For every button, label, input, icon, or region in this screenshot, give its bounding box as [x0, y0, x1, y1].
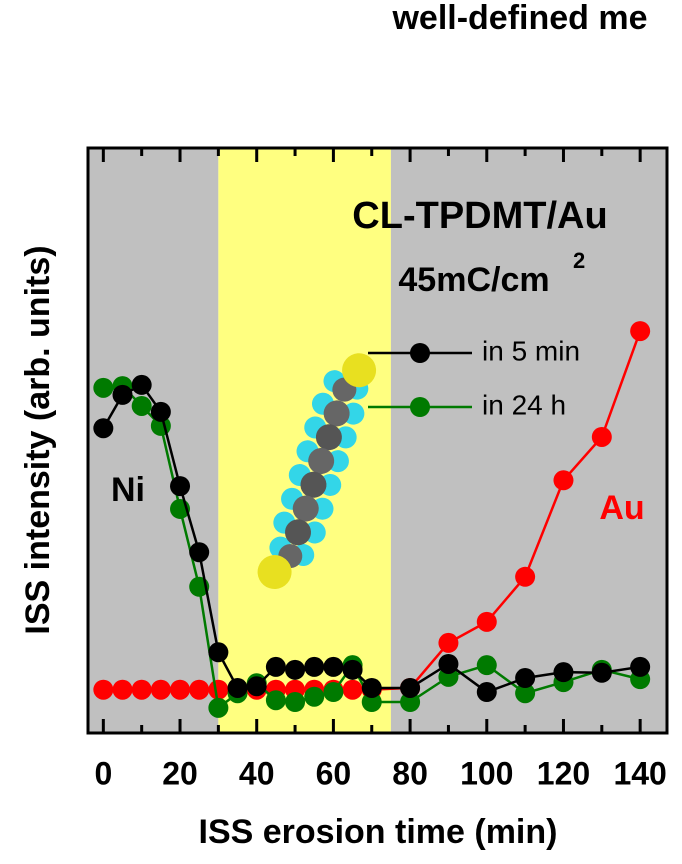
chart: 0 20 40 60 80 100 120 140 in 5 min in 24 h well-…	[0, 0, 682, 859]
data-point	[343, 680, 363, 700]
legend-marker	[410, 397, 430, 417]
data-point	[189, 680, 209, 700]
data-point	[553, 662, 573, 682]
data-point	[477, 612, 497, 632]
data-point	[93, 418, 113, 438]
legend-label: in 24 h	[482, 389, 566, 420]
data-point	[515, 668, 535, 688]
x-axis-label: ISS erosion time (min)	[199, 813, 558, 851]
annotation: Au	[599, 489, 644, 527]
x-tick-label: 60	[316, 755, 352, 791]
annotation: Ni	[111, 471, 145, 509]
y-axis-label: ISS intensity (arb. units)	[19, 245, 57, 634]
data-point	[93, 378, 113, 398]
x-tick-label: 100	[460, 755, 513, 791]
data-point	[304, 657, 324, 677]
data-point	[132, 680, 152, 700]
data-point	[151, 402, 171, 422]
data-point	[247, 676, 267, 696]
data-point	[208, 698, 228, 718]
data-point	[285, 692, 305, 712]
data-point	[438, 654, 458, 674]
data-point	[323, 657, 343, 677]
data-point	[93, 680, 113, 700]
data-point	[189, 542, 209, 562]
annotation: 45mC/cm	[398, 261, 549, 299]
data-point	[113, 680, 133, 700]
data-point	[132, 375, 152, 395]
data-point	[208, 680, 228, 700]
data-point	[266, 690, 286, 710]
data-point	[170, 476, 190, 496]
data-point	[592, 663, 612, 683]
data-point	[477, 682, 497, 702]
legend-label: in 5 min	[482, 335, 580, 366]
x-tick-label: 140	[613, 755, 666, 791]
data-point	[630, 321, 650, 341]
data-point	[362, 678, 382, 698]
data-point	[553, 470, 573, 490]
data-point	[151, 680, 171, 700]
data-point	[266, 657, 286, 677]
data-point	[285, 660, 305, 680]
data-point	[132, 396, 152, 416]
x-tick-label: 40	[239, 755, 275, 791]
legend-marker	[410, 343, 430, 363]
x-tick-label: 0	[94, 755, 112, 791]
x-tick-label: 20	[162, 755, 198, 791]
data-point	[400, 678, 420, 698]
data-point	[477, 655, 497, 675]
x-tick-label: 80	[392, 755, 428, 791]
data-point	[228, 678, 248, 698]
data-point	[304, 687, 324, 707]
x-tick-label: 120	[537, 755, 590, 791]
annotation: 2	[573, 248, 585, 273]
data-point	[323, 682, 343, 702]
data-point	[113, 385, 133, 405]
title: well-defined me	[391, 0, 647, 37]
data-point	[208, 642, 228, 662]
data-point	[170, 680, 190, 700]
shaded-region	[88, 148, 218, 733]
data-point	[515, 567, 535, 587]
data-point	[630, 657, 650, 677]
data-point	[343, 660, 363, 680]
data-point	[592, 427, 612, 447]
data-point	[438, 633, 458, 653]
annotation: CL-TPDMT/Au	[352, 195, 607, 237]
